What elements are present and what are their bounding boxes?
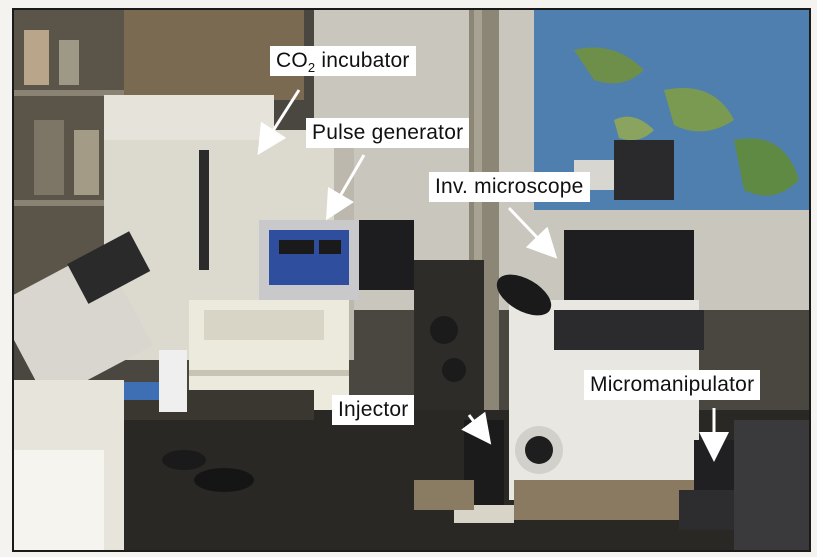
label-micromanipulator: Micromanipulator bbox=[584, 370, 761, 400]
label-co2-main: CO bbox=[276, 49, 308, 72]
photo-frame: CO2 incubator Pulse generator Inv. micro… bbox=[12, 8, 811, 552]
label-inv-microscope: Inv. microscope bbox=[429, 172, 590, 202]
label-co2-sub: 2 bbox=[307, 60, 316, 76]
label-injector: Injector bbox=[332, 395, 415, 425]
label-co2-incubator: CO2 incubator bbox=[270, 46, 416, 76]
lab-photo bbox=[14, 10, 809, 550]
label-pulse-generator: Pulse generator bbox=[306, 118, 470, 148]
label-co2-rest: incubator bbox=[315, 49, 410, 72]
bottle bbox=[159, 350, 187, 412]
